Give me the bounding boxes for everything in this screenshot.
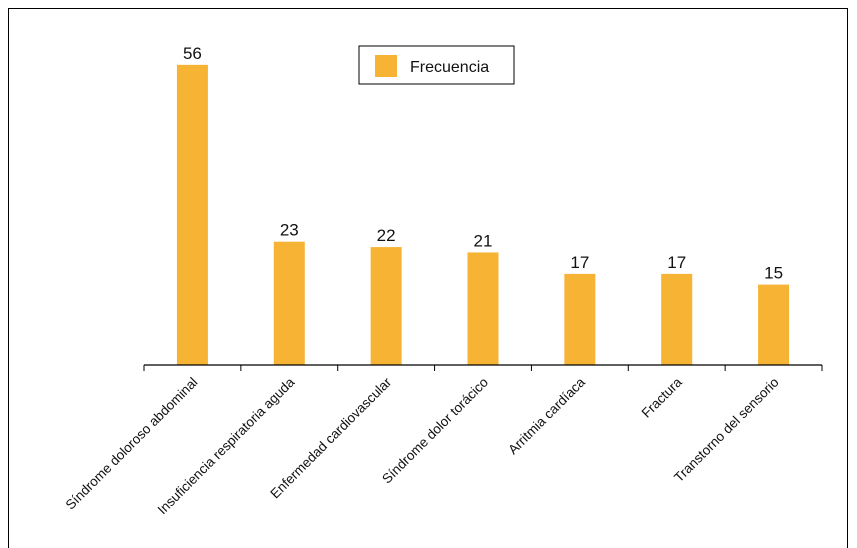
bar-value-label: 17 [570, 253, 589, 272]
bar [564, 273, 596, 365]
bar [273, 241, 305, 365]
bar-value-label: 15 [764, 264, 783, 283]
x-tick-label: Síndrome dolor torácico [379, 375, 491, 487]
bar [758, 284, 790, 365]
value-labels-group: 56 23 22 21 17 17 15 [183, 44, 783, 283]
legend: Frecuencia [358, 45, 515, 85]
legend-label: Frecuencia [410, 59, 489, 76]
bar [370, 247, 402, 365]
x-tick-label: Fractura [639, 374, 685, 420]
bar [467, 252, 499, 365]
bar-value-label: 23 [280, 221, 299, 240]
x-tick-label: Transtorno del sensorio [671, 375, 782, 486]
x-axis-tick-labels-group: Síndrome doloroso abdominalInsuficiencia… [63, 374, 782, 517]
chart-frame [8, 8, 848, 548]
bar-value-label: 56 [183, 44, 202, 63]
bar-value-label: 21 [474, 231, 493, 250]
bars-group [176, 64, 790, 365]
bar [176, 64, 208, 365]
x-axis-ticks-group [143, 365, 823, 371]
legend-swatch [375, 55, 397, 77]
x-tick-label: Arritmia cardíaca [505, 374, 588, 457]
bar [661, 273, 693, 365]
bar-value-label: 22 [377, 226, 396, 245]
bar-value-label: 17 [667, 253, 686, 272]
